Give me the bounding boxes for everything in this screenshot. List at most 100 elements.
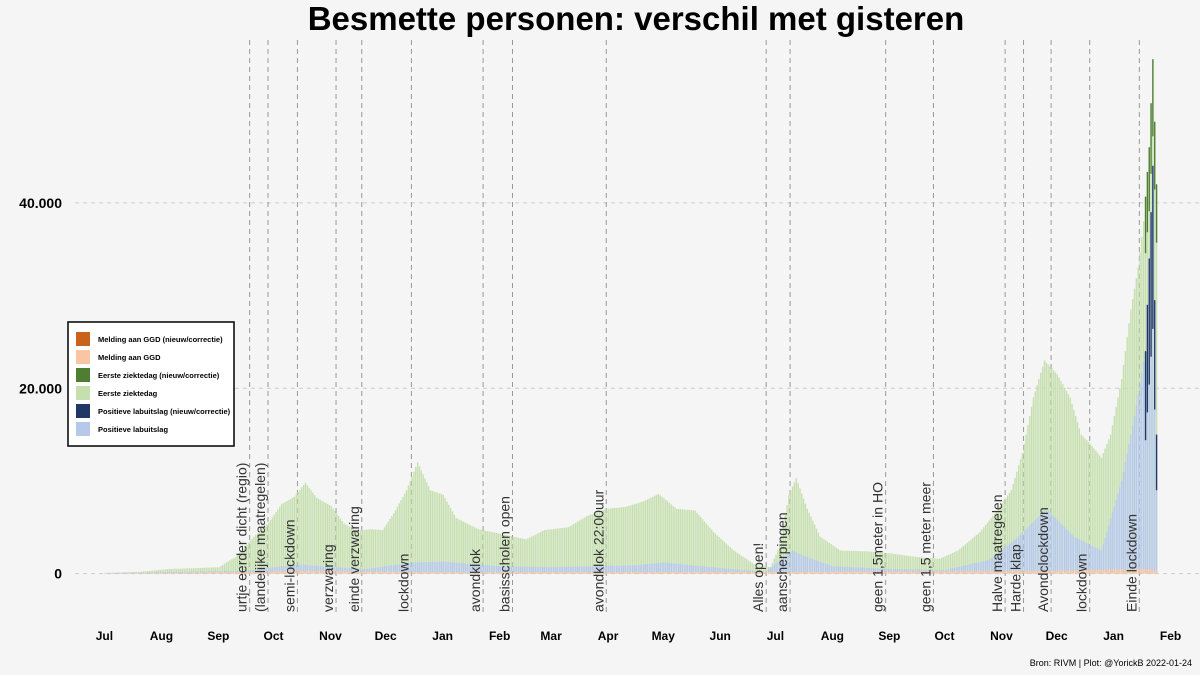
bar [584, 517, 586, 574]
bar [813, 524, 816, 574]
bar [372, 529, 375, 574]
bar [518, 537, 520, 574]
bar [536, 572, 538, 574]
bar [264, 571, 266, 574]
bar [260, 571, 263, 574]
bar [1080, 540, 1082, 574]
bar [1076, 570, 1079, 574]
bar [995, 511, 998, 574]
legend-swatch [76, 422, 90, 436]
bar [244, 571, 246, 574]
bar [628, 572, 630, 574]
bar [1091, 570, 1093, 574]
bar [780, 535, 783, 574]
bar [503, 572, 505, 574]
bar [1019, 459, 1022, 574]
bar [284, 502, 286, 574]
bar [536, 533, 538, 574]
bar [1111, 569, 1114, 574]
bar [470, 525, 472, 574]
bar [253, 536, 255, 574]
bar [626, 506, 628, 574]
bar [304, 482, 307, 574]
bar [786, 571, 788, 574]
bar [988, 520, 990, 574]
bar [909, 556, 911, 574]
bar [308, 565, 310, 574]
bar [1005, 571, 1007, 574]
bar [823, 539, 825, 574]
bar [725, 568, 728, 574]
bar [681, 571, 683, 574]
bar [1111, 512, 1114, 574]
bar [659, 495, 661, 574]
bar [812, 559, 814, 574]
bar [856, 571, 858, 574]
bar [865, 567, 867, 574]
bar [497, 566, 500, 574]
bar [698, 571, 700, 574]
bar [1062, 570, 1064, 574]
bar [378, 567, 380, 574]
bar [1131, 569, 1134, 574]
bar [837, 571, 840, 574]
bar [606, 565, 608, 574]
bar [1003, 571, 1005, 574]
bar [402, 496, 404, 574]
bar [847, 550, 849, 574]
bar [962, 565, 965, 574]
bar [135, 572, 138, 574]
bar [994, 513, 996, 574]
bar [856, 551, 858, 574]
bar [657, 563, 660, 574]
bar [427, 562, 430, 574]
bar [1067, 394, 1070, 574]
bar [295, 564, 297, 574]
bar [973, 571, 976, 574]
bar [383, 527, 386, 574]
bar [483, 572, 485, 574]
bar [286, 571, 288, 574]
bar [937, 571, 939, 574]
bar [455, 572, 457, 574]
bar [451, 511, 454, 574]
bar [313, 571, 316, 574]
legend-swatch [76, 368, 90, 382]
bar [400, 571, 402, 574]
bar [486, 565, 489, 574]
bar [1029, 416, 1031, 574]
bar [793, 551, 796, 574]
bar [1080, 434, 1082, 574]
bar [591, 566, 593, 574]
bar [530, 572, 533, 574]
bar [356, 531, 358, 574]
bar [442, 572, 445, 574]
bar [657, 571, 660, 574]
bar [387, 565, 389, 574]
bar-correction [1152, 165, 1154, 329]
bar [1120, 569, 1123, 574]
bar [817, 571, 820, 574]
bar [146, 571, 149, 574]
bar [332, 567, 334, 574]
bar [999, 551, 1002, 574]
bar [277, 571, 279, 574]
bar [836, 566, 838, 574]
bar [876, 552, 878, 574]
legend: Melding aan GGD (nieuw/correctie)Melding… [67, 321, 235, 447]
bar [277, 566, 279, 574]
bar [810, 558, 812, 574]
bar [470, 563, 472, 574]
bar [994, 555, 996, 574]
bar [415, 571, 417, 574]
bar [216, 567, 218, 574]
bar [891, 571, 893, 574]
bar [1155, 570, 1158, 574]
bar [148, 570, 150, 574]
bar [271, 567, 274, 574]
bar [896, 571, 899, 574]
bar [499, 572, 502, 574]
bar [1146, 569, 1149, 574]
bar [692, 510, 695, 574]
bar [422, 572, 424, 574]
